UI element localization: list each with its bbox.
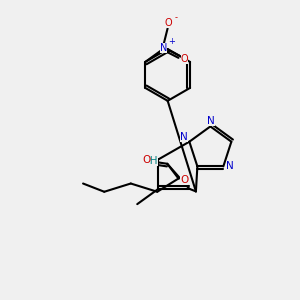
Text: N: N bbox=[160, 43, 167, 53]
Text: O: O bbox=[164, 17, 172, 28]
Text: O: O bbox=[142, 155, 150, 165]
Text: N: N bbox=[207, 116, 215, 126]
Text: N: N bbox=[226, 161, 234, 171]
Text: -: - bbox=[174, 14, 177, 22]
Text: O: O bbox=[181, 54, 188, 64]
Text: +: + bbox=[168, 37, 175, 46]
Text: N: N bbox=[180, 132, 188, 142]
Text: O: O bbox=[180, 175, 188, 185]
Text: NH: NH bbox=[142, 156, 158, 166]
